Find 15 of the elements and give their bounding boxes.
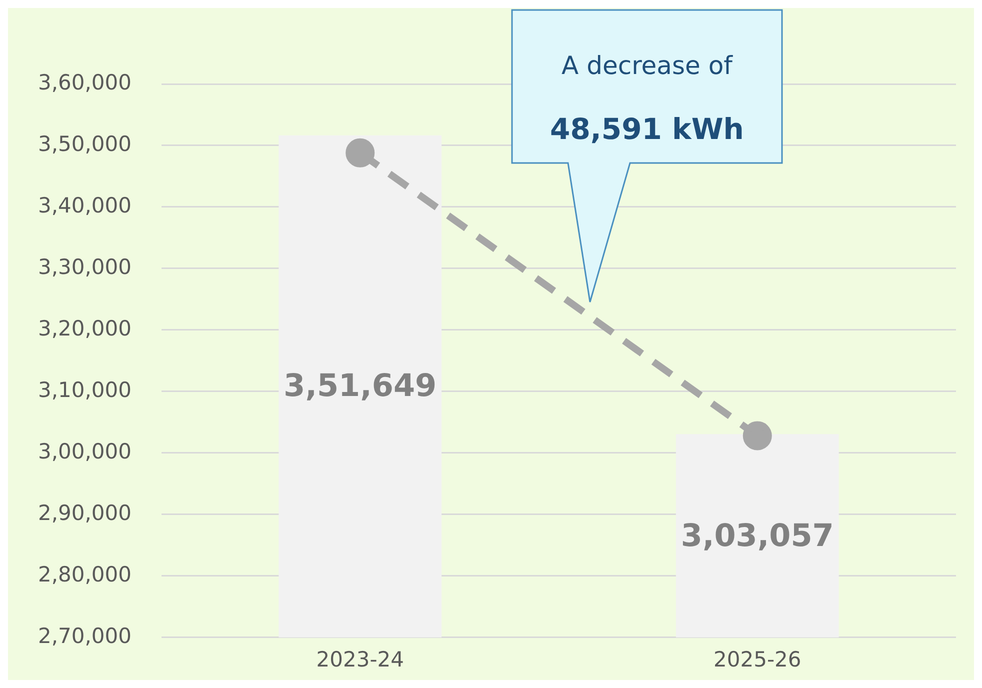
- data-label: 3,51,649: [282, 367, 438, 406]
- y-tick-label: 2,90,000: [38, 500, 132, 525]
- y-tick-label: 2,80,000: [38, 562, 132, 586]
- y-tick-label: 3,50,000: [38, 132, 132, 156]
- x-tick-label: 2025-26: [714, 647, 802, 672]
- y-tick-label: 3,10,000: [38, 378, 132, 402]
- y-tick-label: 3,00,000: [38, 439, 132, 464]
- y-tick-label: 3,40,000: [38, 193, 132, 218]
- y-tick-label: 3,30,000: [38, 254, 132, 279]
- y-tick-label: 2,70,000: [38, 624, 132, 648]
- x-tick-label: 2023-24: [316, 647, 404, 672]
- y-tick-label: 3,60,000: [38, 70, 132, 94]
- data-label: 3,03,057: [680, 516, 835, 556]
- y-tick-label: 3,20,000: [38, 316, 132, 340]
- annotation: 48,591 kWh: [550, 112, 744, 146]
